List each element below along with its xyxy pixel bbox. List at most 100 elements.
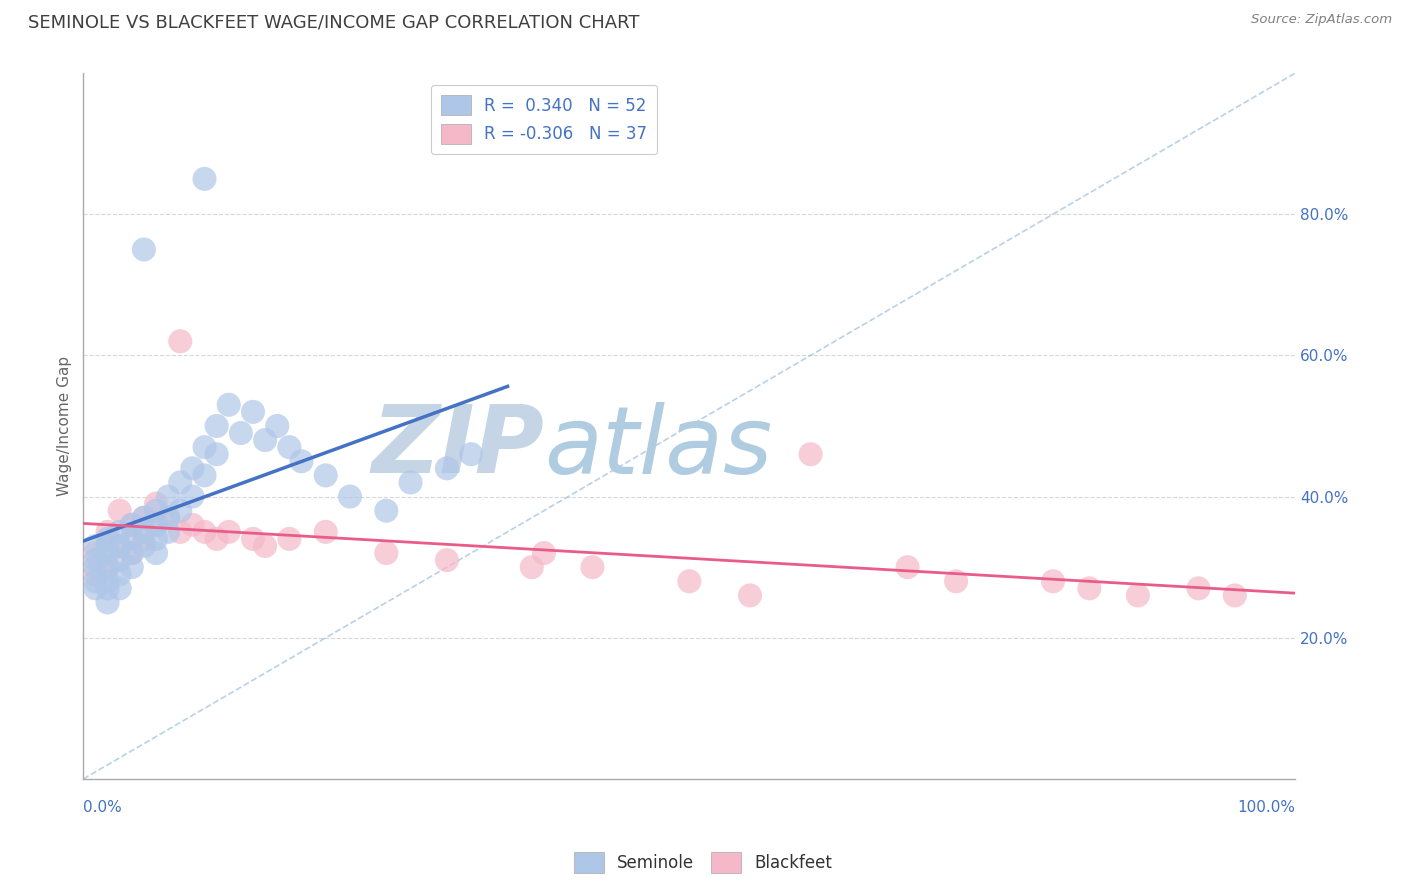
- Text: 100.0%: 100.0%: [1237, 800, 1295, 815]
- Point: [121, 560, 143, 574]
- Point: [84, 539, 107, 553]
- Point: [96, 574, 118, 589]
- Point: [121, 546, 143, 560]
- Point: [218, 398, 240, 412]
- Point: [896, 560, 918, 574]
- Point: [678, 574, 700, 589]
- Point: [157, 510, 180, 524]
- Point: [84, 567, 107, 582]
- Point: [375, 546, 398, 560]
- Point: [132, 539, 155, 553]
- Point: [339, 490, 361, 504]
- Point: [84, 546, 107, 560]
- Point: [169, 504, 191, 518]
- Point: [193, 440, 215, 454]
- Point: [96, 582, 118, 596]
- Point: [460, 447, 482, 461]
- Point: [738, 588, 761, 602]
- Point: [242, 532, 264, 546]
- Point: [254, 433, 277, 447]
- Point: [520, 560, 543, 574]
- Point: [157, 524, 180, 539]
- Point: [1042, 574, 1064, 589]
- Point: [205, 447, 228, 461]
- Point: [108, 524, 131, 539]
- Point: [205, 419, 228, 434]
- Point: [96, 532, 118, 546]
- Point: [169, 475, 191, 490]
- Point: [193, 172, 215, 186]
- Point: [108, 539, 131, 553]
- Point: [121, 517, 143, 532]
- Point: [278, 440, 301, 454]
- Y-axis label: Wage/Income Gap: Wage/Income Gap: [58, 356, 72, 496]
- Text: atlas: atlas: [544, 401, 772, 492]
- Legend: Seminole, Blackfeet: Seminole, Blackfeet: [567, 846, 839, 880]
- Point: [181, 517, 204, 532]
- Point: [121, 546, 143, 560]
- Point: [945, 574, 967, 589]
- Point: [132, 510, 155, 524]
- Text: 0.0%: 0.0%: [83, 800, 122, 815]
- Point: [181, 490, 204, 504]
- Point: [1078, 582, 1101, 596]
- Point: [581, 560, 603, 574]
- Point: [229, 425, 252, 440]
- Point: [84, 553, 107, 567]
- Point: [108, 582, 131, 596]
- Point: [132, 510, 155, 524]
- Point: [132, 524, 155, 539]
- Point: [375, 504, 398, 518]
- Point: [84, 560, 107, 574]
- Point: [193, 468, 215, 483]
- Point: [145, 517, 167, 532]
- Point: [132, 532, 155, 546]
- Point: [205, 532, 228, 546]
- Point: [278, 532, 301, 546]
- Point: [145, 532, 167, 546]
- Point: [169, 524, 191, 539]
- Point: [1126, 588, 1149, 602]
- Point: [436, 461, 458, 475]
- Legend: R =  0.340   N = 52, R = -0.306   N = 37: R = 0.340 N = 52, R = -0.306 N = 37: [432, 85, 658, 153]
- Point: [169, 334, 191, 349]
- Point: [436, 553, 458, 567]
- Point: [108, 539, 131, 553]
- Point: [96, 560, 118, 574]
- Point: [96, 524, 118, 539]
- Point: [157, 510, 180, 524]
- Point: [399, 475, 422, 490]
- Point: [181, 461, 204, 475]
- Point: [242, 405, 264, 419]
- Point: [108, 567, 131, 582]
- Point: [108, 553, 131, 567]
- Point: [145, 517, 167, 532]
- Point: [108, 504, 131, 518]
- Point: [254, 539, 277, 553]
- Point: [132, 243, 155, 257]
- Text: SEMINOLE VS BLACKFEET WAGE/INCOME GAP CORRELATION CHART: SEMINOLE VS BLACKFEET WAGE/INCOME GAP CO…: [28, 13, 640, 31]
- Point: [1223, 588, 1246, 602]
- Point: [1187, 582, 1209, 596]
- Point: [84, 574, 107, 589]
- Point: [315, 524, 337, 539]
- Point: [96, 546, 118, 560]
- Point: [290, 454, 312, 468]
- Point: [218, 524, 240, 539]
- Point: [145, 504, 167, 518]
- Point: [121, 532, 143, 546]
- Point: [145, 497, 167, 511]
- Point: [315, 468, 337, 483]
- Point: [533, 546, 555, 560]
- Point: [121, 517, 143, 532]
- Point: [266, 419, 288, 434]
- Point: [96, 595, 118, 609]
- Point: [157, 490, 180, 504]
- Point: [96, 560, 118, 574]
- Point: [145, 546, 167, 560]
- Point: [800, 447, 823, 461]
- Text: Source: ZipAtlas.com: Source: ZipAtlas.com: [1251, 13, 1392, 27]
- Point: [193, 524, 215, 539]
- Point: [84, 582, 107, 596]
- Text: ZIP: ZIP: [371, 401, 544, 493]
